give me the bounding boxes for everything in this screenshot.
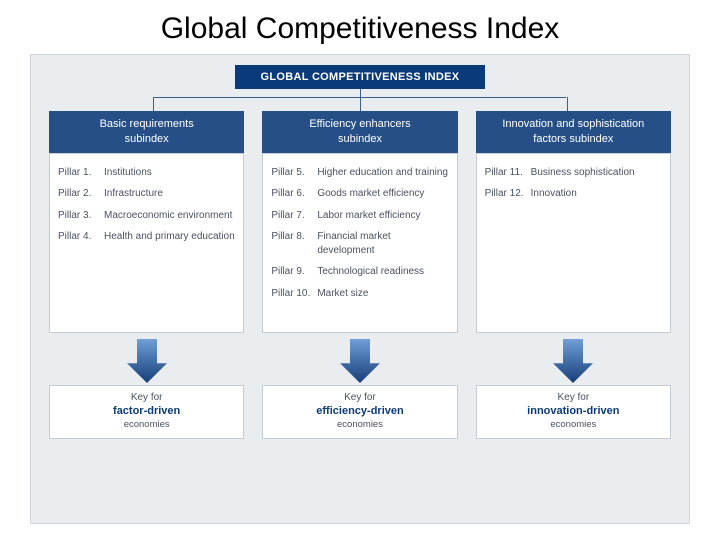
- subindex-box-innovation: Innovation and sophistication factors su…: [476, 111, 671, 153]
- pillar-text: Labor market efficiency: [317, 209, 448, 223]
- pillar-item: Pillar 2.Infrastructure: [58, 187, 235, 201]
- pillar-text: Higher education and training: [317, 166, 448, 180]
- pillar-item: Pillar 5.Higher education and training: [271, 166, 448, 180]
- page-title: Global Competitiveness Index: [0, 0, 720, 54]
- keyfor-label: Key for: [54, 392, 239, 403]
- pillar-text: Financial market development: [317, 230, 448, 257]
- pillar-text: Institutions: [104, 166, 235, 180]
- key-box-innovation: Key for innovation-driven economies: [476, 385, 671, 439]
- pillars-box-basic: Pillar 1.InstitutionsPillar 2.Infrastruc…: [49, 153, 244, 333]
- pillar-label: Pillar 6.: [271, 187, 317, 201]
- subindex-line2: subindex: [55, 132, 238, 147]
- subindex-box-basic: Basic requirements subindex: [49, 111, 244, 153]
- pillar-label: Pillar 12.: [485, 187, 531, 201]
- pillar-label: Pillar 7.: [271, 209, 317, 223]
- arrow-down-icon: [545, 339, 601, 383]
- column-innovation: Innovation and sophistication factors su…: [476, 111, 671, 439]
- subindex-line1: Innovation and sophistication: [502, 118, 644, 130]
- pillar-text: Macroeconomic environment: [104, 209, 235, 223]
- pillar-text: Technological readiness: [317, 265, 448, 279]
- arrow-down: [476, 339, 671, 383]
- arrow-down: [49, 339, 244, 383]
- pillar-text: Goods market efficiency: [317, 187, 448, 201]
- arrow-down-icon: [332, 339, 388, 383]
- pillar-label: Pillar 4.: [58, 230, 104, 244]
- driven-label: efficiency-driven: [267, 405, 452, 417]
- economies-label: economies: [481, 419, 666, 430]
- pillar-item: Pillar 1.Institutions: [58, 166, 235, 180]
- pillar-label: Pillar 10.: [271, 287, 317, 301]
- economies-label: economies: [54, 419, 239, 430]
- pillar-text: Infrastructure: [104, 187, 235, 201]
- pillar-label: Pillar 11.: [485, 166, 531, 180]
- subindex-box-efficiency: Efficiency enhancers subindex: [262, 111, 457, 153]
- pillar-text: Health and primary education: [104, 230, 235, 244]
- pillar-item: Pillar 6.Goods market efficiency: [271, 187, 448, 201]
- keyfor-label: Key for: [267, 392, 452, 403]
- pillars-box-innovation: Pillar 11.Business sophisticationPillar …: [476, 153, 671, 333]
- pillars-box-efficiency: Pillar 5.Higher education and trainingPi…: [262, 153, 457, 333]
- pillar-item: Pillar 12.Innovation: [485, 187, 662, 201]
- pillar-text: Market size: [317, 287, 448, 301]
- pillar-label: Pillar 1.: [58, 166, 104, 180]
- pillar-text: Business sophistication: [531, 166, 662, 180]
- top-index-box: GLOBAL COMPETITIVENESS INDEX: [235, 65, 485, 89]
- pillar-label: Pillar 9.: [271, 265, 317, 279]
- driven-label: innovation-driven: [481, 405, 666, 417]
- subindex-line2: factors subindex: [482, 132, 665, 147]
- pillar-label: Pillar 2.: [58, 187, 104, 201]
- pillar-item: Pillar 3.Macroeconomic environment: [58, 209, 235, 223]
- pillar-item: Pillar 11.Business sophistication: [485, 166, 662, 180]
- driven-label: factor-driven: [54, 405, 239, 417]
- column-efficiency: Efficiency enhancers subindex Pillar 5.H…: [262, 111, 457, 439]
- tree-connector: [49, 89, 671, 111]
- pillar-label: Pillar 8.: [271, 230, 317, 257]
- pillar-item: Pillar 9.Technological readiness: [271, 265, 448, 279]
- pillar-label: Pillar 5.: [271, 166, 317, 180]
- pillar-item: Pillar 7.Labor market efficiency: [271, 209, 448, 223]
- pillar-item: Pillar 4.Health and primary education: [58, 230, 235, 244]
- gci-diagram: GLOBAL COMPETITIVENESS INDEX Basic requi…: [30, 54, 690, 524]
- columns-row: Basic requirements subindex Pillar 1.Ins…: [49, 111, 671, 439]
- column-basic: Basic requirements subindex Pillar 1.Ins…: [49, 111, 244, 439]
- economies-label: economies: [267, 419, 452, 430]
- subindex-line2: subindex: [268, 132, 451, 147]
- keyfor-label: Key for: [481, 392, 666, 403]
- arrow-down-icon: [119, 339, 175, 383]
- key-box-basic: Key for factor-driven economies: [49, 385, 244, 439]
- subindex-line1: Basic requirements: [100, 118, 194, 130]
- pillar-text: Innovation: [531, 187, 662, 201]
- pillar-label: Pillar 3.: [58, 209, 104, 223]
- key-box-efficiency: Key for efficiency-driven economies: [262, 385, 457, 439]
- subindex-line1: Efficiency enhancers: [309, 118, 410, 130]
- arrow-down: [262, 339, 457, 383]
- pillar-item: Pillar 8.Financial market development: [271, 230, 448, 257]
- pillar-item: Pillar 10.Market size: [271, 287, 448, 301]
